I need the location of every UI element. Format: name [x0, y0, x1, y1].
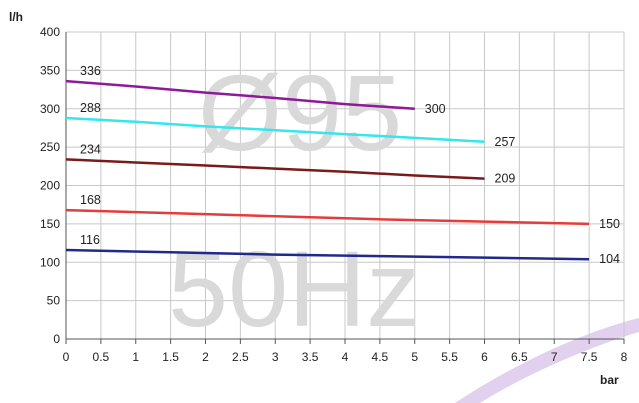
x-tick-label: 6: [481, 350, 488, 364]
series-start-label: 234: [80, 142, 101, 156]
series-line: [65, 116, 485, 144]
series-end-label: 209: [495, 172, 516, 186]
y-tick-label: 300: [40, 102, 60, 116]
axes: 0 50 100 150 200 250 300 350 400 0 0.5 1 1.5 2 2.5 3 3.5…: [40, 25, 628, 364]
series-line: [65, 79, 415, 111]
x-tick-label: 8: [621, 350, 628, 364]
x-tick-label: 7: [551, 350, 558, 364]
x-tick-label: 7.5: [581, 350, 598, 364]
x-tick-label: 3: [272, 350, 279, 364]
watermark: Ø95 50Hz: [168, 52, 420, 349]
x-tick-label: 3.5: [302, 350, 319, 364]
series-start-label: 288: [80, 101, 101, 115]
series-lines: [65, 79, 590, 261]
series-start-label: 168: [80, 193, 101, 207]
y-axis-label: l/h: [9, 10, 23, 24]
x-tick-label: 4.5: [372, 350, 389, 364]
x-tick-label: 2.5: [232, 350, 249, 364]
series-end-label: 300: [425, 102, 446, 116]
x-tick-label: 5: [411, 350, 418, 364]
series-end-label: 104: [599, 252, 620, 266]
y-tick-label: 400: [40, 25, 60, 39]
y-tick-label: 100: [40, 255, 60, 269]
x-tick-label: 0.5: [93, 350, 110, 364]
x-tick-label: 0: [63, 350, 70, 364]
data-labels: 336 300 288 257 234 209 168 150 116 104: [80, 64, 620, 266]
y-tick-label: 350: [40, 63, 60, 77]
series-line: [65, 158, 485, 180]
series-end-label: 150: [599, 217, 620, 231]
x-tick-label: 6.5: [511, 350, 528, 364]
series-start-label: 116: [80, 233, 100, 247]
x-tick-label: 1: [132, 350, 139, 364]
watermark-frequency: 50Hz: [168, 228, 420, 349]
y-tick-label: 150: [40, 217, 60, 231]
series-end-label: 257: [495, 135, 516, 149]
series-line: [65, 248, 590, 261]
x-tick-label: 1.5: [162, 350, 179, 364]
x-tick-label: 2: [202, 350, 209, 364]
watermark-model: Ø95: [198, 52, 402, 173]
y-tick-label: 250: [40, 140, 60, 154]
y-tick-label: 200: [40, 179, 60, 193]
y-tick-label: 0: [53, 332, 60, 346]
x-axis-label: bar: [600, 373, 619, 387]
series-line: [65, 208, 590, 226]
x-tick-label: 5.5: [441, 350, 458, 364]
x-tick-label: 4: [342, 350, 349, 364]
y-tick-label: 50: [47, 294, 61, 308]
series-start-label: 336: [80, 64, 101, 78]
